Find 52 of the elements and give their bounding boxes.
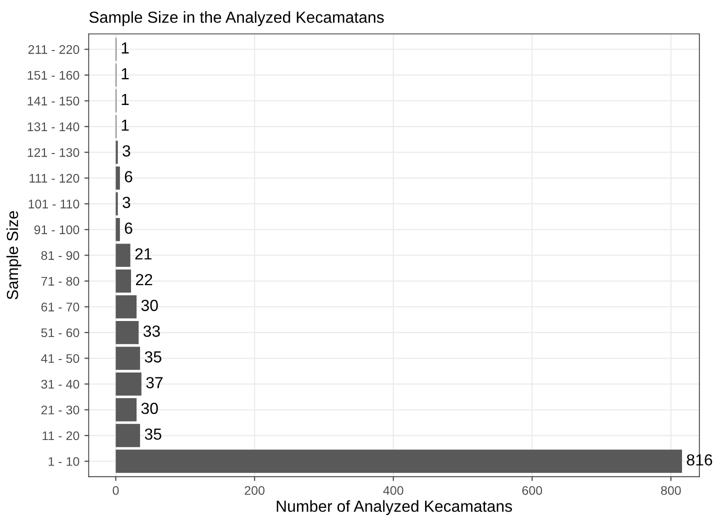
x-tick-label: 200 [244,486,264,495]
bar [116,372,142,396]
y-tick-label: 11 - 20 [42,431,80,440]
bar [116,398,137,422]
data-label: 1 [122,68,129,80]
data-label: 6 [124,171,132,182]
bar [116,269,132,293]
x-tick-label: 0 [112,486,119,495]
bar [116,218,120,242]
data-label: 1 [122,42,129,54]
data-label: 35 [144,428,162,440]
y-tick-label: 121 - 130 [28,148,80,157]
data-label: 30 [141,402,158,414]
data-label: 1 [122,94,129,105]
x-tick-label: 600 [522,486,542,495]
data-label: 6 [124,222,132,234]
y-tick-label: 51 - 60 [41,328,80,338]
x-axis-title: Number of Analyzed Kecamatans [276,500,512,516]
data-label: 37 [146,377,163,388]
data-label: 3 [122,196,130,208]
y-tick-label: 61 - 70 [41,302,80,312]
data-label: 21 [135,248,152,260]
bar [116,320,139,344]
x-tick-label: 800 [661,486,681,495]
y-axis-title: Sample Size [6,211,22,300]
chart-title: Sample Size in the Analyzed Kecamatans [89,11,384,26]
data-label: 3 [122,145,130,157]
data-label: 22 [136,274,152,286]
bar [116,244,130,267]
data-label: 1 [122,120,129,131]
bar [116,346,140,370]
y-tick-label: 131 - 140 [28,122,80,132]
x-tick-label: 400 [383,486,404,495]
bar [116,166,120,190]
y-tick-label: 81 - 90 [41,251,80,260]
bar [116,424,140,448]
data-label: 30 [141,300,158,312]
y-tick-label: 41 - 50 [41,354,80,363]
y-tick-label: 151 - 160 [28,70,80,80]
y-tick-label: 101 - 110 [28,200,80,208]
y-tick-label: 1 - 10 [48,457,80,466]
data-label: 35 [144,351,162,363]
bar [116,450,682,473]
y-tick-label: 21 - 30 [41,406,80,414]
y-tick-label: 141 - 150 [28,96,80,106]
y-tick-label: 91 - 100 [34,225,80,234]
data-label: 33 [143,326,160,337]
y-tick-label: 111 - 120 [30,174,80,183]
bar [116,295,137,318]
y-tick-label: 211 - 220 [28,45,80,54]
y-tick-label: 71 - 80 [41,276,80,286]
y-tick-label: 31 - 40 [41,380,80,389]
